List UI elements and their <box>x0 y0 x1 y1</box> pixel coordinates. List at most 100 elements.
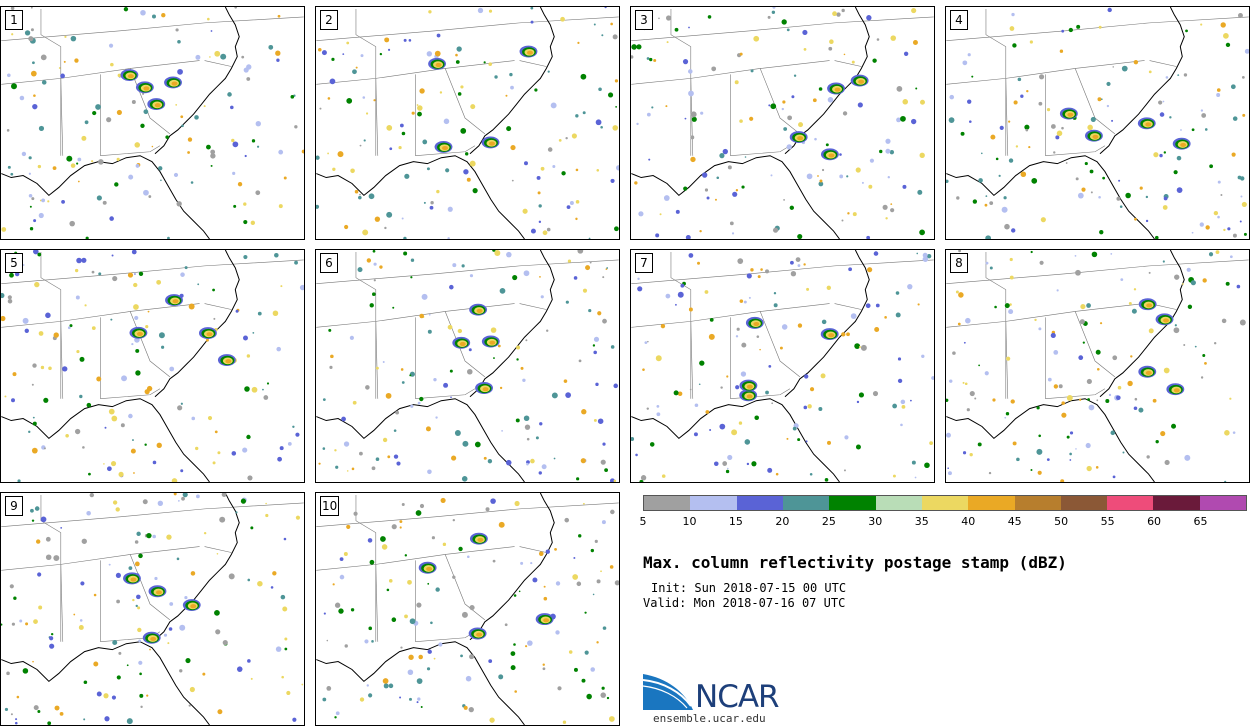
reflectivity-cell <box>31 447 38 454</box>
reflectivity-cell <box>391 524 397 530</box>
reflectivity-cell <box>798 122 804 128</box>
reflectivity-cell <box>140 123 145 128</box>
storm-cluster <box>435 62 442 68</box>
reflectivity-cell <box>543 596 548 601</box>
reflectivity-cell <box>54 705 60 711</box>
reflectivity-cell <box>803 263 806 266</box>
reflectivity-cell <box>301 683 304 686</box>
reflectivity-cell <box>1065 162 1068 164</box>
map-panel-9: 9 <box>0 492 305 726</box>
reflectivity-cell <box>1239 220 1242 223</box>
reflectivity-cell <box>81 135 87 141</box>
reflectivity-cell <box>786 437 789 440</box>
colorbar-swatch <box>875 496 922 510</box>
reflectivity-cell <box>93 593 97 597</box>
reflectivity-cell <box>1053 151 1056 154</box>
reflectivity-cell <box>1164 459 1170 466</box>
logo-url[interactable]: ensemble.ucar.edu <box>653 712 766 725</box>
reflectivity-cell <box>781 107 784 111</box>
reflectivity-cell <box>539 275 541 278</box>
reflectivity-cell <box>133 472 135 474</box>
reflectivity-cell <box>460 654 463 658</box>
reflectivity-cell <box>256 145 260 148</box>
reflectivity-cell <box>947 467 949 470</box>
reflectivity-cell <box>301 149 304 154</box>
reflectivity-cell <box>268 44 274 50</box>
reflectivity-cell <box>929 441 934 446</box>
reflectivity-cell <box>1012 441 1017 446</box>
reflectivity-cell <box>181 496 185 501</box>
reflectivity-cell <box>879 149 883 154</box>
reflectivity-cell <box>1133 288 1137 291</box>
reflectivity-cell <box>246 434 251 440</box>
reflectivity-cell <box>640 475 647 481</box>
reflectivity-cell <box>1232 431 1236 434</box>
reflectivity-cell <box>817 175 819 177</box>
reflectivity-cell <box>130 448 136 454</box>
reflectivity-cell <box>1224 430 1230 436</box>
reflectivity-cell <box>335 711 340 716</box>
reflectivity-cell <box>1243 232 1247 236</box>
reflectivity-cell <box>233 204 237 208</box>
reflectivity-cell <box>565 300 569 304</box>
reflectivity-cell <box>25 622 29 626</box>
reflectivity-cell <box>191 416 196 421</box>
reflectivity-cell <box>532 577 538 583</box>
reflectivity-cell <box>257 580 263 587</box>
reflectivity-cell <box>1061 29 1065 33</box>
reflectivity-cell <box>346 98 353 104</box>
reflectivity-cell <box>616 165 619 171</box>
reflectivity-cell <box>126 664 129 667</box>
reflectivity-cell <box>31 197 35 201</box>
reflectivity-cell <box>247 659 251 663</box>
reflectivity-cell <box>393 454 399 459</box>
reflectivity-cell <box>392 306 395 309</box>
reflectivity-cell <box>1012 43 1017 48</box>
reflectivity-cell <box>143 189 149 196</box>
reflectivity-cell <box>551 392 558 399</box>
reflectivity-cell <box>912 40 918 45</box>
reflectivity-cell <box>171 478 178 482</box>
reflectivity-cell <box>512 274 518 281</box>
reflectivity-cell <box>80 581 85 586</box>
reflectivity-cell <box>483 456 487 460</box>
reflectivity-cell <box>393 429 397 432</box>
reflectivity-cell <box>189 686 195 693</box>
reflectivity-cell <box>328 328 332 332</box>
coastline <box>1099 7 1185 155</box>
reflectivity-cell <box>577 250 584 254</box>
reflectivity-cell <box>456 46 462 52</box>
reflectivity-cell <box>1232 116 1238 121</box>
reflectivity-cell <box>326 686 332 691</box>
reflectivity-cell <box>1075 269 1081 276</box>
colorbar-tick-label: 30 <box>868 515 883 528</box>
coastline <box>316 155 525 239</box>
reflectivity-cell <box>467 368 473 375</box>
reflectivity-cell <box>422 139 428 145</box>
reflectivity-cell <box>338 608 344 614</box>
reflectivity-cell <box>505 94 508 97</box>
reflectivity-cell <box>12 372 17 377</box>
reflectivity-cell <box>70 35 77 42</box>
reflectivity-cell <box>64 35 67 38</box>
reflectivity-cell <box>10 713 13 716</box>
reflectivity-cell <box>1205 225 1210 230</box>
reflectivity-cell <box>251 139 256 143</box>
reflectivity-cell <box>121 375 128 382</box>
reflectivity-cell <box>600 459 606 465</box>
reflectivity-cell <box>580 458 586 464</box>
reflectivity-cell <box>32 416 35 419</box>
reflectivity-cell <box>1004 303 1010 309</box>
reflectivity-cell <box>735 335 739 338</box>
reflectivity-cell <box>407 579 412 585</box>
reflectivity-cell <box>690 156 696 163</box>
reflectivity-cell <box>352 400 357 405</box>
reflectivity-cell <box>419 313 424 319</box>
reflectivity-cell <box>649 57 653 62</box>
reflectivity-cell <box>841 219 844 222</box>
reflectivity-cell <box>77 180 80 183</box>
state-boundary <box>316 502 619 528</box>
reflectivity-cell <box>536 175 541 180</box>
coastline <box>1 155 210 239</box>
reflectivity-cell <box>451 455 457 461</box>
